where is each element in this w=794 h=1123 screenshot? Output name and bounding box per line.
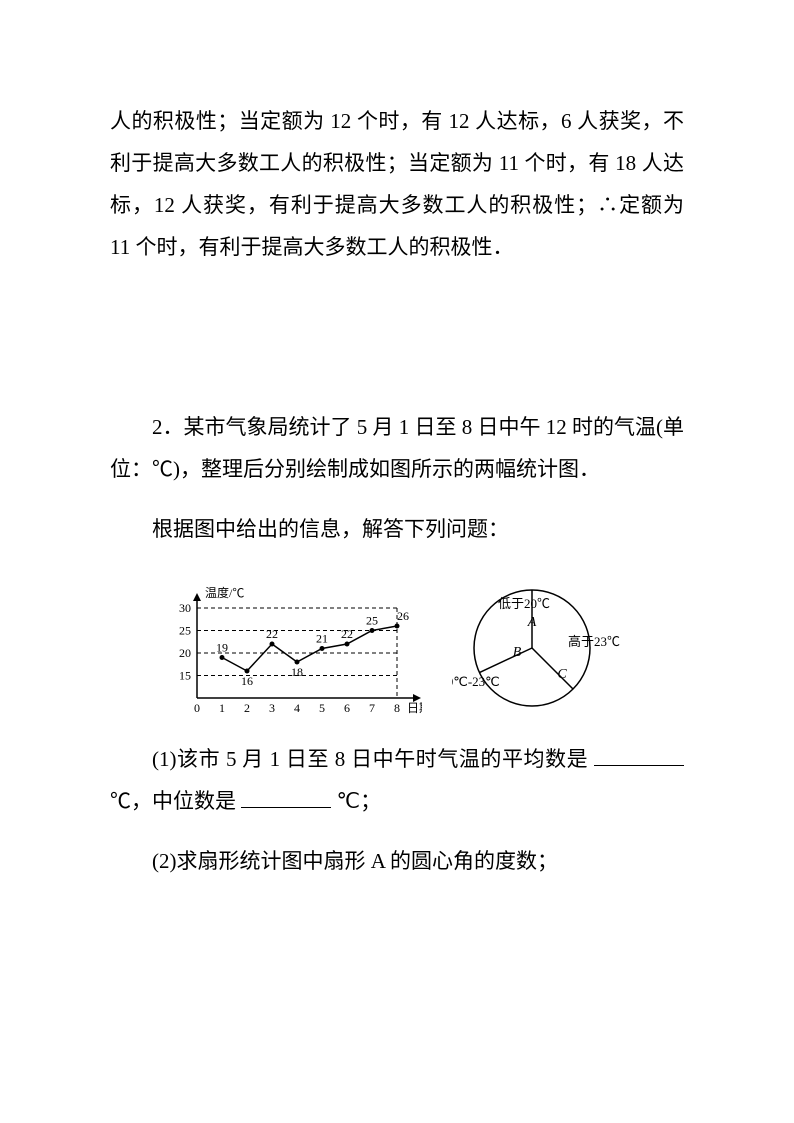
svg-text:16: 16 (241, 674, 253, 688)
svg-text:C: C (557, 667, 567, 682)
q1-text-b: ℃，中位数是 (110, 789, 236, 813)
svg-text:0: 0 (194, 701, 200, 715)
svg-text:30: 30 (179, 601, 191, 615)
svg-text:5: 5 (319, 701, 325, 715)
svg-text:7: 7 (369, 701, 375, 715)
question-1: (1)该市 5 月 1 日至 8 日中午时气温的平均数是 ℃，中位数是 ℃； (110, 738, 684, 822)
svg-text:15: 15 (179, 669, 191, 683)
svg-text:26: 26 (397, 609, 409, 623)
pie-chart: 低于20℃ A 高于23℃ C 20℃-23℃ B (452, 568, 632, 718)
svg-text:25: 25 (366, 614, 378, 628)
svg-text:3: 3 (269, 701, 275, 715)
svg-text:6: 6 (344, 701, 350, 715)
line-chart: 15 20 25 30 0 1 2 3 4 5 6 7 8 19 16 22 18 21 22 25 26 温度/℃ 日期 (162, 568, 422, 718)
question-2: (2)求扇形统计图中扇形 A 的圆心角的度数； (110, 840, 684, 882)
svg-text:A: A (527, 615, 537, 630)
svg-text:21: 21 (316, 632, 328, 646)
svg-text:1: 1 (219, 701, 225, 715)
paragraph-2: 2．某市气象局统计了 5 月 1 日至 8 日中午 12 时的气温(单位：℃)，… (110, 406, 684, 490)
blank-1 (594, 741, 684, 766)
q1-text-a: (1)该市 5 月 1 日至 8 日中午时气温的平均数是 (152, 747, 588, 771)
q1-text-c: ℃； (337, 789, 382, 813)
svg-text:B: B (513, 645, 522, 660)
svg-text:温度/℃: 温度/℃ (205, 585, 244, 600)
svg-text:4: 4 (294, 701, 300, 715)
svg-text:22: 22 (266, 627, 278, 641)
spacer (110, 286, 684, 406)
svg-text:22: 22 (341, 627, 353, 641)
svg-text:20: 20 (179, 646, 191, 660)
svg-text:低于20℃: 低于20℃ (498, 596, 550, 611)
svg-text:高于23℃: 高于23℃ (568, 634, 620, 649)
svg-text:2: 2 (244, 701, 250, 715)
svg-text:25: 25 (179, 624, 191, 638)
chart-row: 152025300123456781916221821222526温度/℃日期 … (110, 568, 684, 718)
svg-text:19: 19 (216, 641, 228, 655)
svg-text:20℃-23℃: 20℃-23℃ (452, 674, 500, 689)
svg-text:18: 18 (291, 665, 303, 679)
paragraph-3: 根据图中给出的信息，解答下列问题： (110, 508, 684, 550)
paragraph-1: 人的积极性；当定额为 12 个时，有 12 人达标，6 人获奖，不利于提高大多数… (110, 100, 684, 268)
svg-text:8: 8 (394, 701, 400, 715)
blank-2 (241, 783, 331, 808)
svg-text:日期: 日期 (407, 701, 422, 715)
